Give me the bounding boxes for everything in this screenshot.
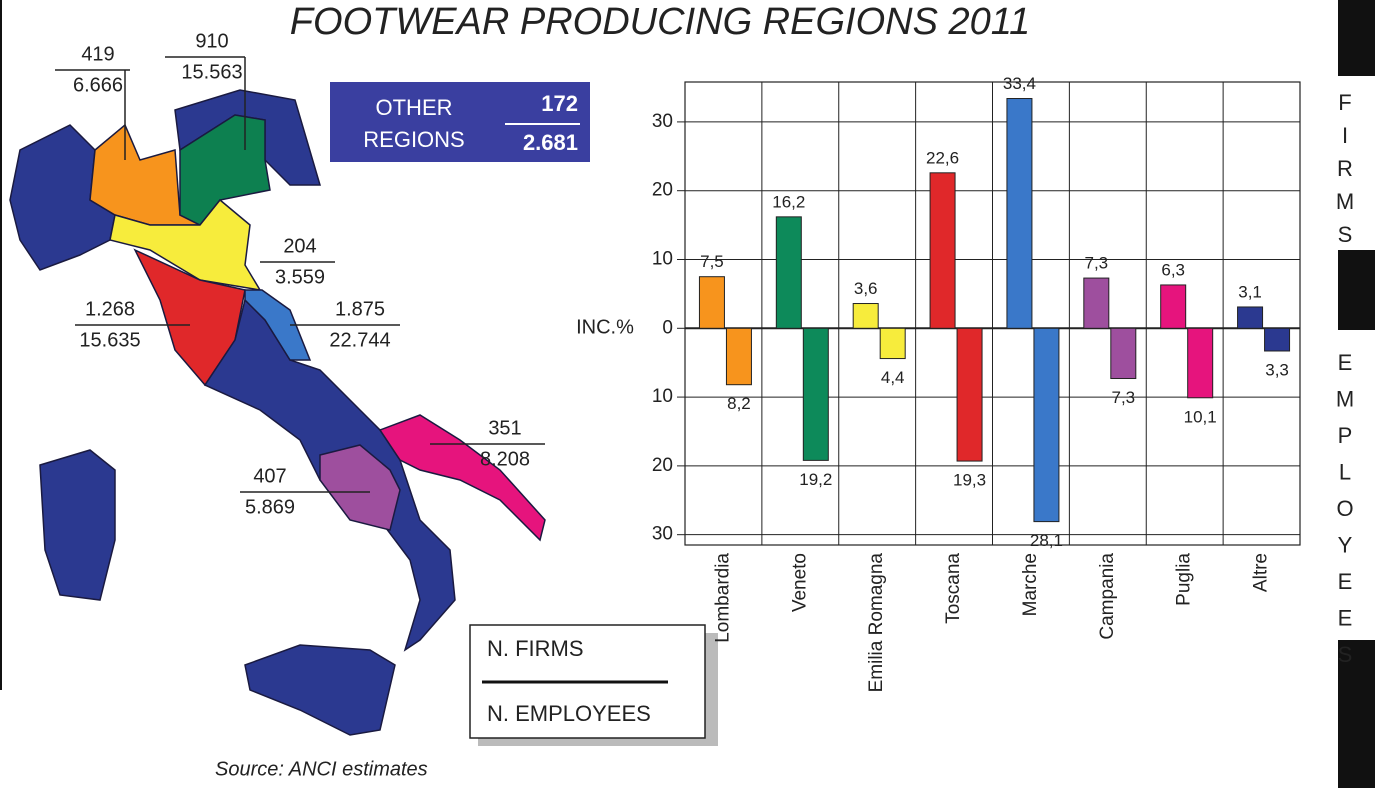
x-tick-label: Lombardia	[712, 553, 733, 643]
value-label: 4,4	[881, 368, 905, 387]
bar	[1187, 327, 1214, 399]
y-tick-label: 20	[652, 180, 673, 201]
value-label: 3,1	[1238, 282, 1262, 301]
series-name: FIRMS	[1333, 90, 1358, 255]
x-tick-label: Emilia Romagna	[866, 553, 887, 693]
y-tick-label: 30	[652, 524, 673, 545]
region	[39, 449, 116, 601]
y-tick-label: 10	[652, 386, 673, 407]
region	[109, 198, 262, 292]
y-tick-label: 0	[662, 317, 673, 338]
annotation-firms: 1.268	[85, 298, 135, 320]
x-tick-label: Marche	[1020, 553, 1041, 616]
legend-employees: N. EMPLOYEES	[487, 701, 651, 726]
bar	[1006, 98, 1033, 329]
bar-chart: 30 20 10 0 10 20 30 INC.% Lombardia 7,5 8,2 Veneto 1…	[576, 74, 1357, 692]
bar	[802, 327, 829, 461]
bar	[1033, 327, 1060, 523]
value-label: 6,3	[1161, 260, 1185, 279]
value-label: 3,6	[854, 279, 878, 298]
value-label: 7,3	[1111, 388, 1135, 407]
bar	[1160, 284, 1187, 329]
region	[244, 644, 396, 736]
region	[319, 444, 401, 531]
region	[244, 289, 312, 361]
annotation-firms: 204	[283, 235, 316, 257]
bar	[1264, 327, 1291, 352]
value-label: 7,5	[700, 252, 724, 271]
annotation-firms: 1.875	[335, 298, 385, 320]
annotation-employees: 15.635	[79, 329, 140, 351]
y-tick-label: 20	[652, 455, 673, 476]
y-tick-label: 10	[652, 249, 673, 270]
source: Source: ANCI estimates	[215, 758, 428, 780]
bar	[879, 327, 906, 360]
annotation-firms: 407	[253, 465, 286, 487]
other-regions-employees: 2.681	[523, 130, 578, 155]
other-regions-box	[330, 82, 590, 162]
x-tick-label: Puglia	[1174, 553, 1195, 606]
annotation-firms: 351	[488, 417, 521, 439]
value-label: 8,2	[727, 394, 751, 413]
legend-firms: N. FIRMS	[487, 636, 584, 661]
other-regions-label: REGIONS	[363, 127, 464, 152]
bar	[1237, 306, 1264, 329]
bar	[725, 327, 752, 386]
annotation-employees: 5.869	[245, 496, 295, 518]
value-label: 3,3	[1265, 360, 1289, 379]
bar	[852, 303, 879, 329]
other-regions: OTHER REGIONS 172 2.681	[330, 82, 590, 162]
bar	[929, 172, 956, 329]
value-label: 7,3	[1084, 254, 1108, 273]
x-tick-label: Veneto	[789, 553, 810, 612]
bar	[1110, 327, 1137, 380]
edge	[1338, 0, 1375, 76]
other-regions-firms: 172	[541, 91, 578, 116]
legend: N. FIRMS N. EMPLOYEES	[469, 624, 718, 746]
value-label: 19,2	[799, 470, 832, 489]
edge	[1338, 250, 1375, 330]
value-label: 22,6	[926, 148, 959, 167]
edge	[1338, 640, 1375, 788]
annotation-employees: 15.563	[181, 61, 242, 83]
y-axis-label: INC.%	[576, 317, 634, 339]
region	[378, 414, 546, 542]
annotation-employees: 22.744	[329, 329, 390, 351]
value-label: 19,3	[953, 471, 986, 490]
annotation-employees: 6.666	[73, 74, 123, 96]
annotation-employees: 3.559	[275, 266, 325, 288]
annotation-firms: 419	[81, 43, 114, 65]
value-label: 28,1	[1030, 531, 1063, 550]
bar	[1083, 277, 1110, 329]
x-tick-label: Campania	[1097, 553, 1118, 640]
bar	[956, 327, 983, 462]
value-label: 10,1	[1184, 407, 1217, 426]
annotation-employees: 8.208	[480, 448, 530, 470]
title: FOOTWEAR PRODUCING REGIONS 2011	[290, 1, 1030, 43]
bar	[775, 216, 802, 329]
bar	[698, 276, 725, 329]
edge	[0, 0, 2, 690]
y-tick-label: 30	[652, 111, 673, 132]
map	[9, 89, 546, 736]
series-name: EMPLOYEES	[1333, 350, 1358, 679]
value-label: 33,4	[1003, 74, 1036, 93]
other-regions-label: OTHER	[376, 95, 453, 120]
annotation-firms: 910	[195, 30, 228, 52]
x-tick-label: Toscana	[943, 553, 964, 624]
x-tick-label: Altre	[1251, 553, 1272, 592]
map-annotations: 419 6.666 910 15.563 204 3.559 1.268 15.635 1.87…	[55, 30, 545, 518]
value-label: 16,2	[772, 192, 805, 211]
